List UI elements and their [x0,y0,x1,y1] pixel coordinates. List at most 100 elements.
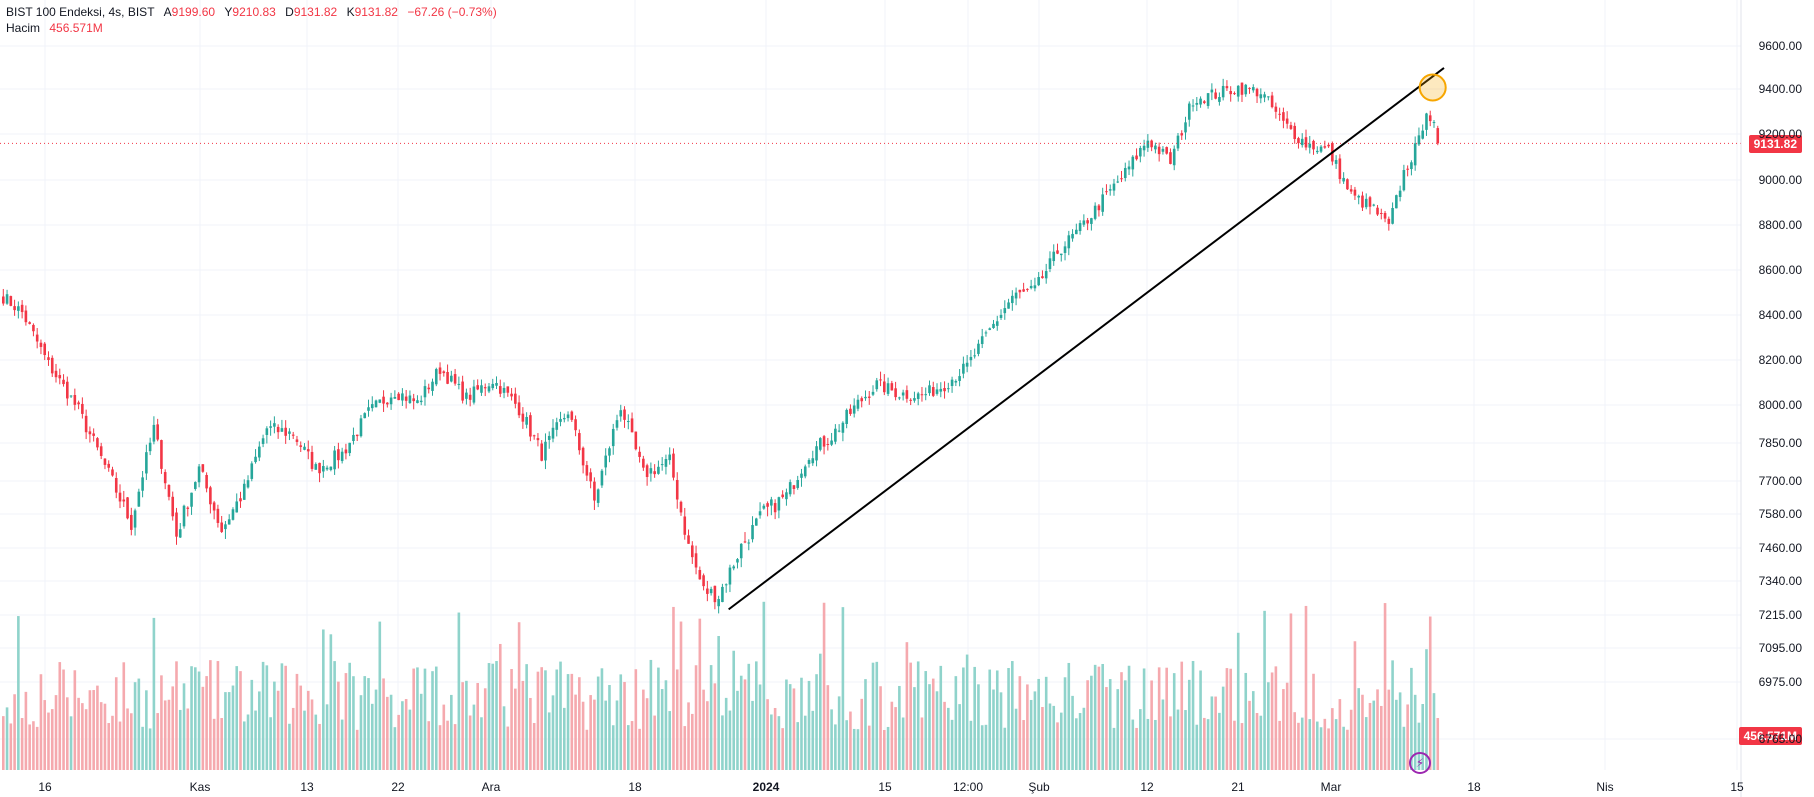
volume-bar [1398,692,1402,770]
candle-body [581,447,585,466]
volume-bar [201,686,205,770]
candle-body [401,393,404,401]
volume-label[interactable]: Hacim [6,21,41,35]
volume-bar [1342,726,1345,770]
candle-body [1033,285,1037,289]
candle-body [404,396,408,401]
volume-bar [84,709,88,770]
candle-body [160,440,163,469]
volume-bar [766,699,769,770]
volume-bar [792,688,796,770]
volume-bar [1101,663,1104,770]
volume-bar [111,715,114,770]
volume-bar [502,706,506,770]
candle-body [1425,113,1428,130]
volume-bar [992,689,995,770]
candle-body [713,585,717,603]
symbol-name[interactable]: BIST 100 Endeksi, 4s, BIST [6,5,155,19]
candle-body [585,465,589,476]
volume-bar [2,716,5,770]
candle-body [1139,147,1142,157]
volume-bar [423,668,427,770]
candle-body [709,588,713,594]
candle-body [1063,246,1067,253]
volume-bar [916,661,920,770]
volume-bar [547,712,551,770]
candle-body [423,386,427,398]
candle-body [1176,135,1180,149]
candle-body [295,439,299,442]
volume-bar [1395,699,1398,770]
volume-bar [32,721,35,770]
open-value: 9199.60 [171,5,216,19]
volume-bar [412,668,415,770]
volume-bar [1391,660,1394,770]
candle-body [175,512,178,537]
volume-bar [404,699,408,770]
candle-body [1108,189,1112,191]
volume-bar [920,717,924,770]
volume-bar [1349,709,1353,770]
volume-bar [536,671,540,770]
y-tick-label: 9400.00 [1758,82,1802,96]
lightning-icon[interactable]: ⚡ [1409,752,1431,774]
candle-body [77,402,80,405]
candle-body [860,398,864,402]
candle-body [1410,162,1413,170]
y-tick-label: 9000.00 [1758,173,1802,187]
volume-bar [81,703,84,770]
candle-body [1041,276,1044,279]
candle-body [736,559,739,563]
volume-bar [935,691,939,770]
volume-bar [1270,672,1274,770]
candle-body [96,438,99,448]
candle-body [890,383,894,391]
candle-body [544,441,547,461]
candle-body [1300,138,1304,146]
volume-bar [1203,717,1206,770]
candle-body [1101,194,1104,212]
candle-body [20,304,24,313]
candle-body [314,464,318,470]
volume-bar [17,616,20,770]
volume-bar [186,708,190,770]
y-tick-label: 6975.00 [1758,675,1802,689]
volume-bar [1218,712,1221,770]
candle-body [171,496,175,517]
volume-bar [1282,689,1285,770]
volume-bar [416,667,419,770]
volume-bar [950,719,954,770]
candle-body [374,400,378,408]
volume-bar [374,689,378,770]
candle-body [408,395,412,404]
candle-body [81,403,84,414]
candle-body [273,423,276,427]
volume-bar [1327,728,1330,770]
candle-body [363,413,367,419]
volume-bar [1150,680,1153,770]
volume-bar [1172,673,1176,770]
volume-bar [337,681,340,770]
candle-body [265,428,269,435]
candle-body [984,332,988,334]
volume-bar [133,682,137,770]
candle-body [600,470,604,486]
candle-body [99,446,103,456]
candle-body [50,357,54,374]
candle-body [1376,207,1379,215]
candle-body [1014,292,1018,299]
volume-bar [92,690,95,770]
volume-bar [54,695,58,770]
volume-bar [171,686,175,770]
volume-bar [1108,679,1112,770]
candle-body [1199,98,1202,105]
candle-body [928,385,931,394]
candle-body [683,516,687,535]
candle-body [1003,308,1007,314]
volume-bar [20,718,24,770]
candle-body [770,499,773,506]
volume-bar [901,717,905,770]
volume-bar [401,701,404,770]
candle-body [803,466,807,477]
